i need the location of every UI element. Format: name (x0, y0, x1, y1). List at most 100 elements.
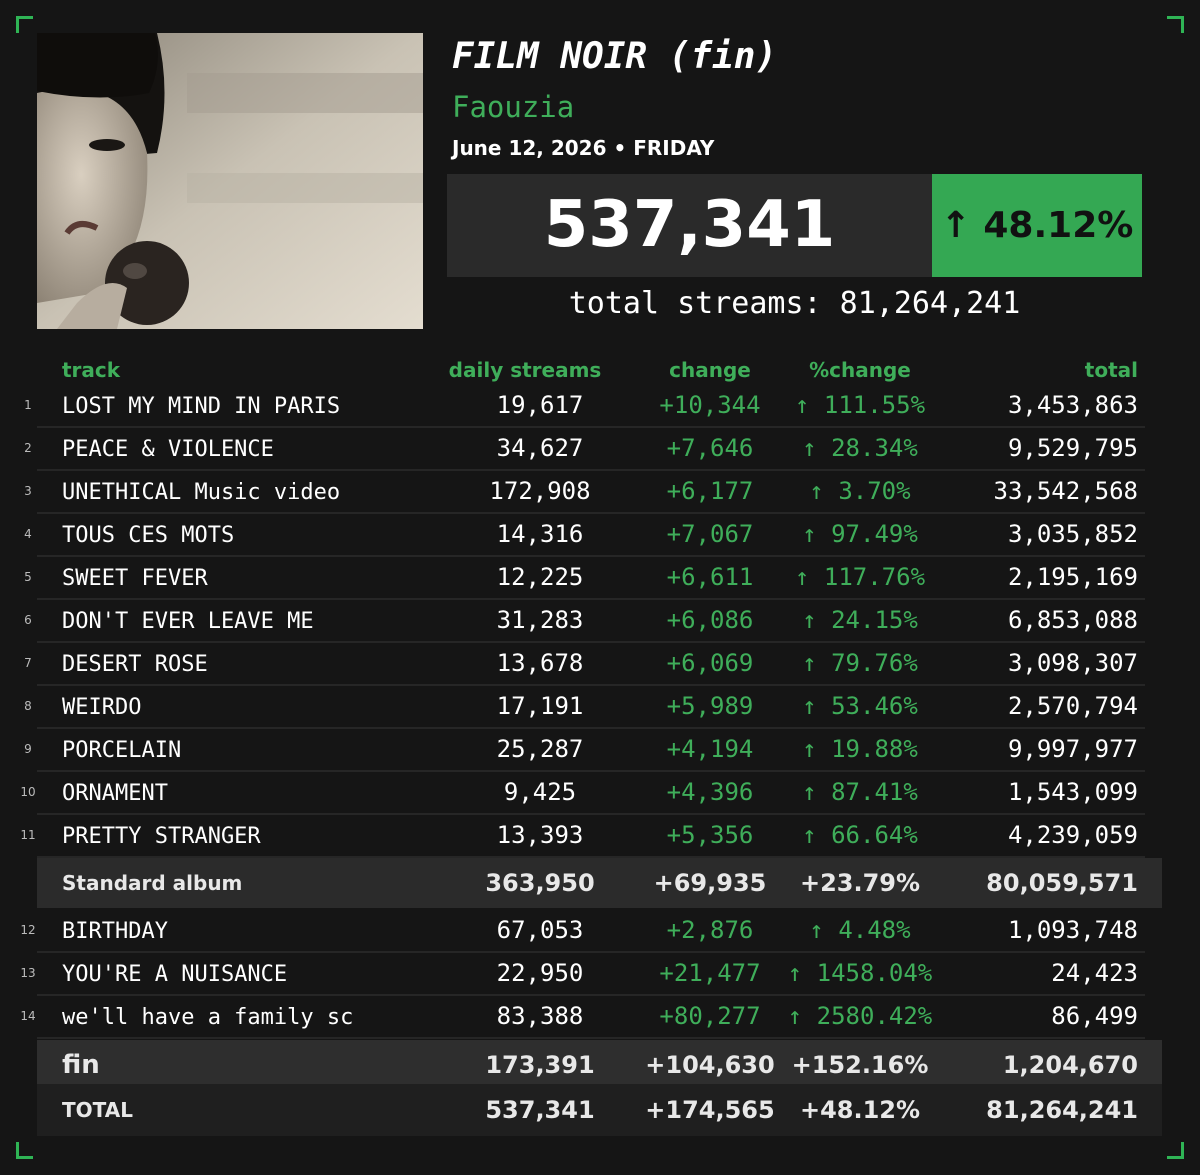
change: +174,565 (645, 1096, 775, 1124)
column-header: %change (809, 358, 911, 382)
row-separator (37, 813, 1145, 815)
subtotal-label: TOTAL (62, 1098, 133, 1122)
track-number: 6 (24, 613, 32, 627)
total: 86,499 (1051, 1002, 1138, 1030)
change: +6,611 (666, 563, 754, 591)
track-number: 10 (20, 785, 36, 799)
album-art (37, 33, 423, 329)
percent-change: +152.16% (791, 1051, 929, 1079)
change: +4,194 (666, 735, 754, 763)
total: 80,059,571 (986, 869, 1138, 897)
daily-streams: 14,316 (496, 520, 584, 548)
daily-streams: 17,191 (496, 692, 584, 720)
daily-streams: 13,393 (496, 821, 584, 849)
total: 3,098,307 (1007, 649, 1138, 677)
row-separator (37, 684, 1145, 686)
percent-change: ↑ 79.76% (802, 649, 918, 677)
total: 3,035,852 (1007, 520, 1138, 548)
track-number: 11 (20, 828, 36, 842)
total: 33,542,568 (993, 477, 1139, 505)
daily-streams: 31,283 (496, 606, 584, 634)
daily-streams: 22,950 (496, 959, 584, 987)
daily-streams: 537,341 (485, 1096, 595, 1124)
change: +5,356 (666, 821, 754, 849)
row-separator (37, 641, 1145, 643)
change: +7,646 (666, 434, 754, 462)
daily-streams: 172,908 (489, 477, 591, 505)
percent-change: ↑ 3.70% (809, 477, 911, 505)
track-number: 9 (24, 742, 32, 756)
subtotal-row (37, 1084, 1162, 1136)
percent-change: ↑ 28.34% (802, 434, 918, 462)
subtotal-row (37, 1040, 1162, 1090)
total: 24,423 (1051, 959, 1138, 987)
change-box: ↑ 48.12% (932, 174, 1142, 277)
total: 1,543,099 (1007, 778, 1138, 806)
total-streams: total streams: 81,264,241 (568, 286, 1021, 321)
change: +2,876 (666, 916, 754, 944)
subtotal-label: Standard album (62, 871, 243, 895)
row-separator (37, 555, 1145, 557)
row-separator (37, 1037, 1145, 1039)
track-number: 14 (20, 1009, 36, 1023)
row-separator (37, 951, 1145, 953)
column-header: track (62, 358, 121, 382)
percent-change: ↑ 1458.04% (787, 959, 933, 987)
total: 1,204,670 (1002, 1051, 1138, 1079)
daily-streams: 67,053 (496, 916, 584, 944)
corner (16, 1142, 33, 1159)
percent-change: ↑ 117.76% (794, 563, 926, 591)
date: June 12, 2026 • FRIDAY (452, 136, 715, 160)
percent-change: +23.79% (799, 869, 921, 897)
change: +10,344 (659, 391, 761, 419)
total: 4,239,059 (1007, 821, 1138, 849)
change: +21,477 (659, 959, 761, 987)
track-name: PRETTY STRANGER (62, 824, 261, 849)
track-number: 1 (24, 398, 32, 412)
percent-change: ↑ 24.15% (802, 606, 918, 634)
track-number: 12 (20, 923, 36, 937)
daily-streams: 19,617 (496, 391, 584, 419)
total: 2,570,794 (1007, 692, 1138, 720)
total: 81,264,241 (986, 1096, 1138, 1124)
daily-box: 537,341 (447, 174, 932, 277)
track-name: SWEET FEVER (62, 566, 208, 591)
corner (16, 16, 33, 33)
total: 2,195,169 (1007, 563, 1138, 591)
total: 9,997,977 (1007, 735, 1138, 763)
change: +5,989 (666, 692, 754, 720)
track-name: TOUS CES MOTS (62, 523, 235, 548)
track-number: 5 (24, 570, 32, 584)
change: +4,396 (666, 778, 754, 806)
row-separator (37, 856, 1145, 858)
track-number: 3 (24, 484, 32, 498)
percent-change: ↑ 19.88% (802, 735, 918, 763)
change: +69,935 (653, 869, 767, 897)
percent-change: ↑ 111.55% (794, 391, 926, 419)
total: 9,529,795 (1007, 434, 1138, 462)
column-header: daily streams (448, 358, 602, 382)
subtotal-label: fin (62, 1050, 100, 1080)
daily-streams: 12,225 (496, 563, 584, 591)
track-number: 8 (24, 699, 32, 713)
percent-change: ↑ 53.46% (802, 692, 918, 720)
column-header: change (669, 358, 751, 382)
percent-change: ↑ 97.49% (802, 520, 918, 548)
row-separator (37, 770, 1145, 772)
track-name: we'll have a family sc (62, 1005, 354, 1030)
daily-change: ↑ 48.12% (940, 205, 1134, 246)
track-name: YOU'RE A NUISANCE (62, 962, 288, 987)
percent-change: +48.12% (799, 1096, 921, 1124)
total: 1,093,748 (1007, 916, 1138, 944)
total: 3,453,863 (1007, 391, 1138, 419)
daily-streams: 363,950 (485, 869, 595, 897)
daily-streams: 9,425 (503, 778, 577, 806)
track-number: 13 (20, 966, 36, 980)
daily-streams: 173,391 (485, 1051, 595, 1079)
change: +6,069 (666, 649, 754, 677)
column-header: total (1084, 358, 1138, 382)
subtotal-row (37, 858, 1162, 908)
total: 6,853,088 (1007, 606, 1138, 634)
percent-change: ↑ 2580.42% (787, 1002, 933, 1030)
track-number: 7 (24, 656, 32, 670)
